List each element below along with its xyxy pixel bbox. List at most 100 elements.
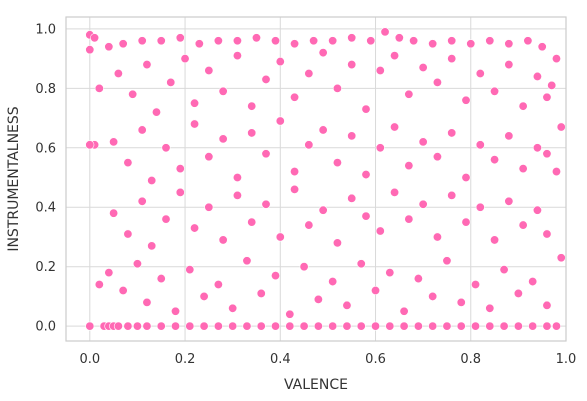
data-point xyxy=(175,33,185,43)
data-point xyxy=(275,57,285,67)
data-point xyxy=(461,217,471,227)
data-point xyxy=(204,152,214,162)
data-point xyxy=(313,321,323,331)
data-point xyxy=(461,173,471,183)
data-point xyxy=(361,170,371,180)
data-point xyxy=(542,92,552,102)
data-point xyxy=(390,122,400,132)
data-point xyxy=(418,199,428,209)
data-point xyxy=(123,229,133,239)
data-point xyxy=(551,167,561,177)
data-point xyxy=(375,143,385,153)
data-point xyxy=(156,321,166,331)
data-point xyxy=(109,137,119,147)
data-point xyxy=(432,77,442,87)
data-point xyxy=(404,161,414,171)
data-point xyxy=(285,321,295,331)
data-point xyxy=(247,128,257,138)
data-point xyxy=(104,268,114,278)
data-point xyxy=(504,196,514,206)
data-point xyxy=(271,321,281,331)
data-point xyxy=(156,274,166,284)
data-point xyxy=(513,321,523,331)
data-point xyxy=(185,321,195,331)
data-point xyxy=(85,140,95,150)
data-point xyxy=(90,33,100,43)
data-point xyxy=(94,83,104,93)
y-tick-label: 0.6 xyxy=(35,141,56,156)
data-point xyxy=(532,143,542,153)
data-point xyxy=(318,205,328,215)
data-point xyxy=(171,321,181,331)
data-point xyxy=(218,86,228,96)
data-point xyxy=(532,205,542,215)
data-point xyxy=(304,140,314,150)
data-point xyxy=(137,36,147,46)
data-point xyxy=(190,119,200,129)
data-point xyxy=(147,175,157,185)
data-point xyxy=(175,164,185,174)
data-point xyxy=(94,280,104,290)
data-point xyxy=(256,288,266,298)
data-point xyxy=(375,66,385,76)
data-point xyxy=(342,321,352,331)
data-point xyxy=(466,39,476,49)
data-point xyxy=(547,80,557,90)
data-point xyxy=(485,303,495,313)
data-point xyxy=(471,321,481,331)
data-point xyxy=(418,63,428,73)
data-point xyxy=(471,280,481,290)
data-point xyxy=(542,149,552,159)
data-point xyxy=(332,83,342,93)
data-point xyxy=(413,321,423,331)
data-point xyxy=(142,297,152,307)
data-point xyxy=(556,122,566,132)
y-tick-label: 1.0 xyxy=(35,22,56,37)
data-point xyxy=(199,291,209,301)
x-tick-label: 0.2 xyxy=(175,352,196,367)
data-point xyxy=(251,33,261,43)
x-axis-ticks: 0.0 0.2 0.4 0.6 0.8 1.0 xyxy=(79,352,576,367)
data-point xyxy=(428,321,438,331)
data-point xyxy=(485,321,495,331)
data-point xyxy=(299,262,309,272)
data-point xyxy=(347,131,357,141)
data-point xyxy=(366,36,376,46)
data-point xyxy=(132,321,142,331)
data-point xyxy=(204,202,214,212)
data-point xyxy=(518,220,528,230)
data-point xyxy=(118,285,128,295)
data-point xyxy=(228,303,238,313)
data-point xyxy=(118,39,128,49)
data-point xyxy=(199,321,209,331)
data-point xyxy=(313,294,323,304)
data-point xyxy=(404,89,414,99)
data-point xyxy=(499,321,509,331)
data-point xyxy=(328,277,338,287)
data-point xyxy=(532,71,542,81)
data-point xyxy=(290,39,300,49)
data-point xyxy=(347,33,357,43)
data-point xyxy=(528,277,538,287)
data-point xyxy=(256,321,266,331)
data-point xyxy=(85,45,95,55)
data-point xyxy=(528,321,538,331)
data-point xyxy=(271,36,281,46)
data-point xyxy=(413,274,423,284)
x-tick-label: 0.0 xyxy=(79,352,100,367)
data-point xyxy=(390,187,400,197)
data-point xyxy=(537,42,547,52)
data-point xyxy=(228,321,238,331)
data-point xyxy=(123,158,133,168)
data-point xyxy=(542,229,552,239)
data-point xyxy=(371,321,381,331)
data-point xyxy=(361,211,371,221)
data-point xyxy=(137,125,147,135)
data-point xyxy=(328,321,338,331)
data-point xyxy=(213,36,223,46)
data-point xyxy=(361,104,371,114)
data-point xyxy=(475,68,485,78)
data-point xyxy=(285,309,295,319)
data-point xyxy=(551,321,561,331)
